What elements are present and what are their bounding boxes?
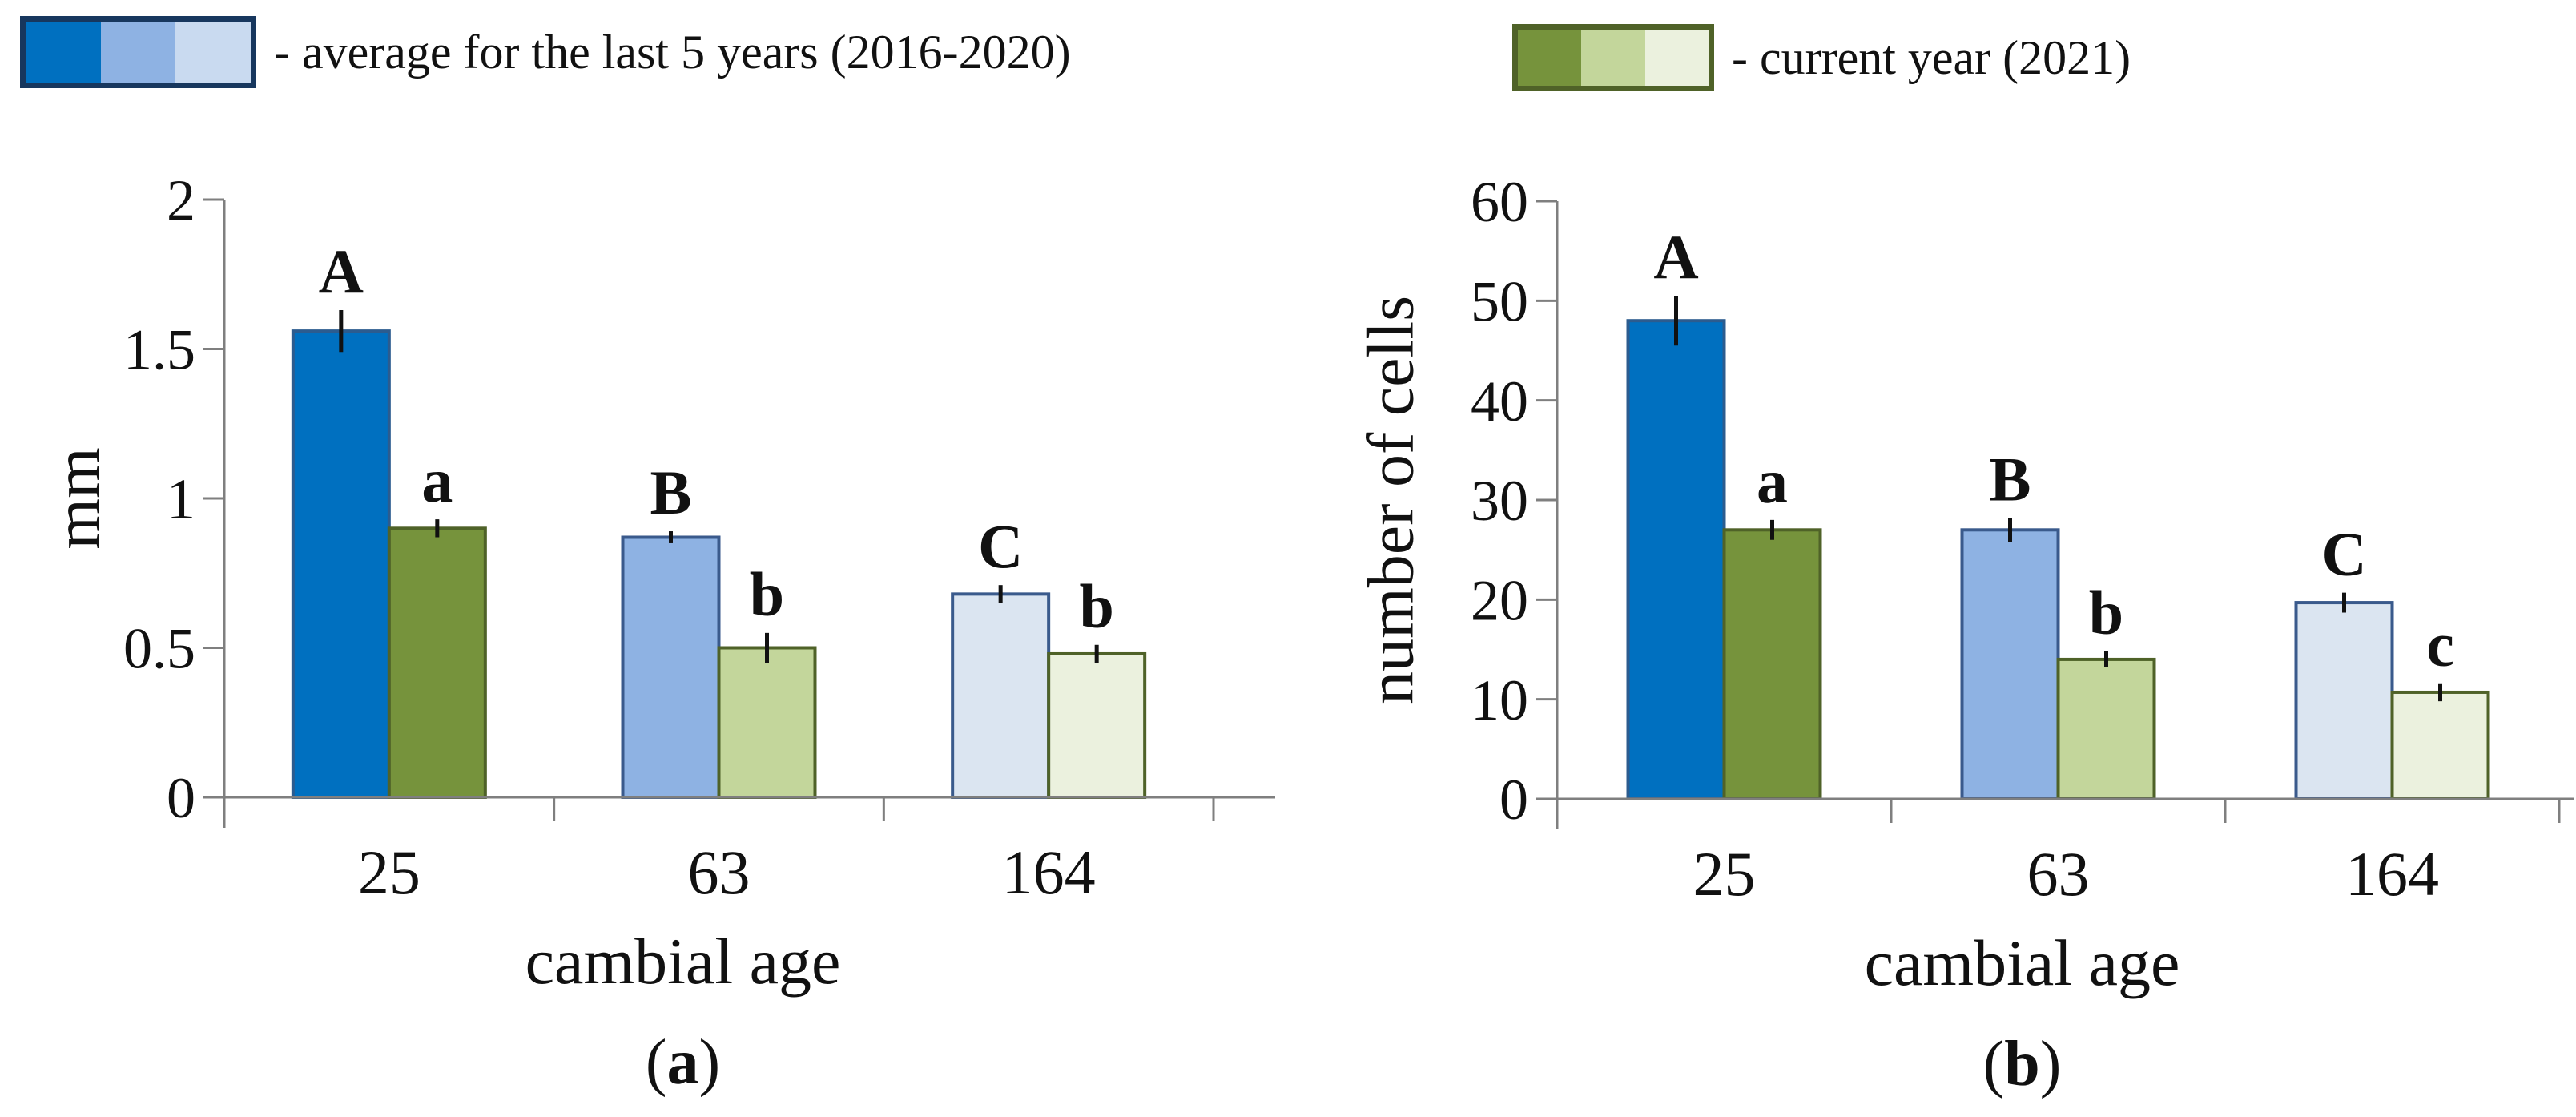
legend-label-average: - average for the last 5 years (2016-202… xyxy=(274,26,1071,79)
x-tick-label-a-164: 164 xyxy=(1002,837,1096,907)
x-tick-label-a-63: 63 xyxy=(688,837,751,907)
bar-b-25-series0 xyxy=(1626,319,1726,800)
bar-a-25-series0 xyxy=(291,329,391,799)
bar-a-25-series1 xyxy=(387,526,487,799)
significance-letter-b-25-series1: a xyxy=(1757,446,1788,516)
bar-b-63-series1 xyxy=(2056,657,2156,801)
x-axis-title-a: cambial age xyxy=(525,925,841,998)
x-tick-label-b-63: 63 xyxy=(2027,839,2090,909)
bar-a-63-series0 xyxy=(621,535,721,799)
subfigure-caption-b: (b) xyxy=(1983,1029,2062,1099)
significance-letter-b-63-series0: B xyxy=(1989,444,2031,514)
legend-swatch-segment xyxy=(1518,30,1582,86)
legend-swatch-average-gradient xyxy=(20,16,256,88)
x-tick-label-a-25: 25 xyxy=(358,837,421,907)
significance-letter-a-164-series0: C xyxy=(978,511,1023,581)
bar-b-63-series0 xyxy=(1960,528,2060,800)
bar-a-63-series1 xyxy=(717,646,817,799)
y-tick-label-b-30: 30 xyxy=(1471,469,1528,533)
y-tick-label-a-2: 2 xyxy=(167,168,195,232)
significance-letter-a-63-series1: b xyxy=(750,559,784,629)
legend-swatch-segment xyxy=(175,22,252,83)
y-tick-label-b-40: 40 xyxy=(1471,369,1528,433)
x-axis-title-b: cambial age xyxy=(1865,926,2180,999)
y-tick-label-b-60: 60 xyxy=(1471,170,1528,234)
y-tick-label-a-1: 1 xyxy=(167,467,195,531)
x-tick-label-b-25: 25 xyxy=(1693,839,1756,909)
significance-letter-b-164-series0: C xyxy=(2321,519,2366,589)
legend-item-average: - average for the last 5 years (2016-202… xyxy=(20,16,1071,88)
y-tick-label-b-50: 50 xyxy=(1471,270,1528,334)
significance-letter-a-164-series1: b xyxy=(1079,571,1113,641)
legend-swatch-segment xyxy=(100,22,176,83)
bar-b-25-series1 xyxy=(1722,528,1822,800)
bar-b-164-series1 xyxy=(2390,690,2490,800)
bar-b-164-series0 xyxy=(2294,601,2394,801)
significance-letter-b-25-series0: A xyxy=(1653,222,1698,292)
y-tick-label-b-20: 20 xyxy=(1471,569,1528,633)
subfigure-caption-a: (a) xyxy=(646,1027,720,1098)
significance-letter-b-63-series1: b xyxy=(2089,578,2123,647)
x-tick-label-b-164: 164 xyxy=(2345,839,2439,909)
bar-a-164-series1 xyxy=(1047,651,1147,800)
legend-item-current-year: - current year (2021) xyxy=(1512,24,2131,91)
legend-swatch-segment xyxy=(1644,30,1709,86)
legend-label-current-year: - current year (2021) xyxy=(1732,31,2131,84)
y-tick-label-a-0: 0 xyxy=(167,766,195,830)
y-tick-label-a-1.5: 1.5 xyxy=(123,318,195,382)
legend-swatch-current-year-gradient xyxy=(1512,24,1714,91)
y-tick-label-b-0: 0 xyxy=(1499,768,1528,832)
legend-swatch-segment xyxy=(1581,30,1645,86)
significance-letter-a-25-series0: A xyxy=(319,236,364,306)
y-axis-title-a: mm xyxy=(41,447,114,550)
y-tick-label-a-0.5: 0.5 xyxy=(123,617,195,681)
chart-b: Aa 25 Bb 63 Cc 164 0 10 20 30 40 50 60 number of cell… xyxy=(1354,170,2574,1099)
significance-letter-a-63-series0: B xyxy=(650,458,691,527)
significance-letter-a-25-series1: a xyxy=(421,446,453,515)
chart-a: Aa 25 Bb 63 Cb 164 0 0.5 1 1.5 2 mm cambial age (a) xyxy=(41,168,1275,1098)
bar-a-164-series0 xyxy=(951,592,1051,799)
legend-swatch-segment xyxy=(26,22,101,83)
y-tick-label-b-10: 10 xyxy=(1471,668,1528,732)
significance-letter-b-164-series1: c xyxy=(2426,610,2454,679)
y-axis-title-b: number of cells xyxy=(1354,296,1427,704)
